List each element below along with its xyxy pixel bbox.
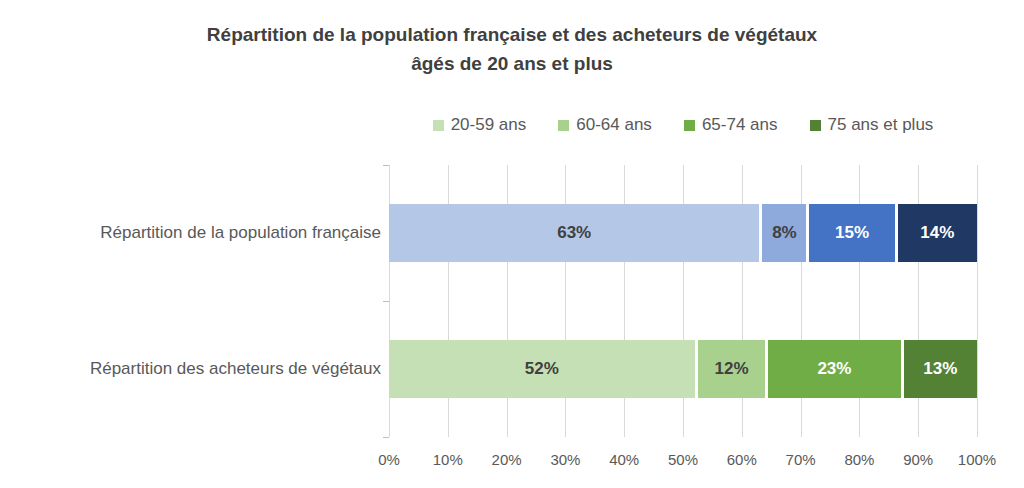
legend-item: 60-64 ans xyxy=(558,115,652,135)
category-axis-tick xyxy=(383,437,389,438)
chart-title-line1: Répartition de la population française e… xyxy=(0,20,1024,49)
x-axis-label: 90% xyxy=(903,451,933,468)
bar-segment: 14% xyxy=(895,204,977,262)
category-label: Répartition des acheteurs de végétaux xyxy=(0,359,381,379)
stacked-bar-chart: Répartition de la population française e… xyxy=(0,0,1024,488)
gridline xyxy=(977,165,978,437)
x-axis-label: 20% xyxy=(492,451,522,468)
bar-row: 52% 12% 23% 13% xyxy=(389,340,977,398)
chart-title-line2: âgés de 20 ans et plus xyxy=(0,49,1024,78)
legend-label: 65-74 ans xyxy=(702,115,778,135)
x-axis-label: 30% xyxy=(550,451,580,468)
chart-title: Répartition de la population française e… xyxy=(0,20,1024,79)
legend-swatch xyxy=(684,120,695,131)
category-axis-tick xyxy=(383,301,389,302)
legend-item: 65-74 ans xyxy=(684,115,778,135)
data-label: 8% xyxy=(772,223,797,243)
x-axis-label: 40% xyxy=(609,451,639,468)
bar-segment: 63% xyxy=(389,204,759,262)
legend: 20-59 ans 60-64 ans 65-74 ans 75 ans et plu… xyxy=(389,115,977,135)
bar-segment: 15% xyxy=(806,204,894,262)
bar-segment: 8% xyxy=(759,204,806,262)
plot-area: 63% 8% 15% 14% 52% 12% 23% 13% xyxy=(389,165,977,437)
data-label: 63% xyxy=(557,223,591,243)
legend-swatch xyxy=(810,120,821,131)
bar-segment: 13% xyxy=(901,340,977,398)
bar-segment: 52% xyxy=(389,340,695,398)
data-label: 13% xyxy=(923,359,957,379)
legend-swatch xyxy=(558,120,569,131)
x-axis-label: 10% xyxy=(433,451,463,468)
x-axis-label: 60% xyxy=(727,451,757,468)
x-axis-label: 70% xyxy=(786,451,816,468)
data-label: 14% xyxy=(920,223,954,243)
bar-segment: 23% xyxy=(765,340,900,398)
legend-item: 75 ans et plus xyxy=(810,115,934,135)
x-axis-label: 80% xyxy=(844,451,874,468)
x-axis-label: 0% xyxy=(378,451,400,468)
x-axis: 0%10%20%30%40%50%60%70%80%90%100% xyxy=(389,451,977,475)
bar-segment: 12% xyxy=(695,340,766,398)
category-label: Répartition de la population française xyxy=(0,223,381,243)
data-label: 52% xyxy=(525,359,559,379)
legend-item: 20-59 ans xyxy=(433,115,527,135)
data-label: 12% xyxy=(715,359,749,379)
data-label: 23% xyxy=(817,359,851,379)
legend-label: 75 ans et plus xyxy=(828,115,934,135)
x-axis-label: 100% xyxy=(958,451,996,468)
bar-row: 63% 8% 15% 14% xyxy=(389,204,977,262)
legend-label: 20-59 ans xyxy=(451,115,527,135)
category-axis-tick xyxy=(383,165,389,166)
x-axis-label: 50% xyxy=(668,451,698,468)
legend-label: 60-64 ans xyxy=(576,115,652,135)
data-label: 15% xyxy=(835,223,869,243)
legend-swatch xyxy=(433,120,444,131)
